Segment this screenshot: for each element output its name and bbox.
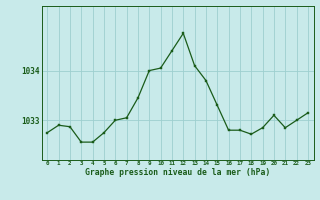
X-axis label: Graphe pression niveau de la mer (hPa): Graphe pression niveau de la mer (hPa) <box>85 168 270 177</box>
